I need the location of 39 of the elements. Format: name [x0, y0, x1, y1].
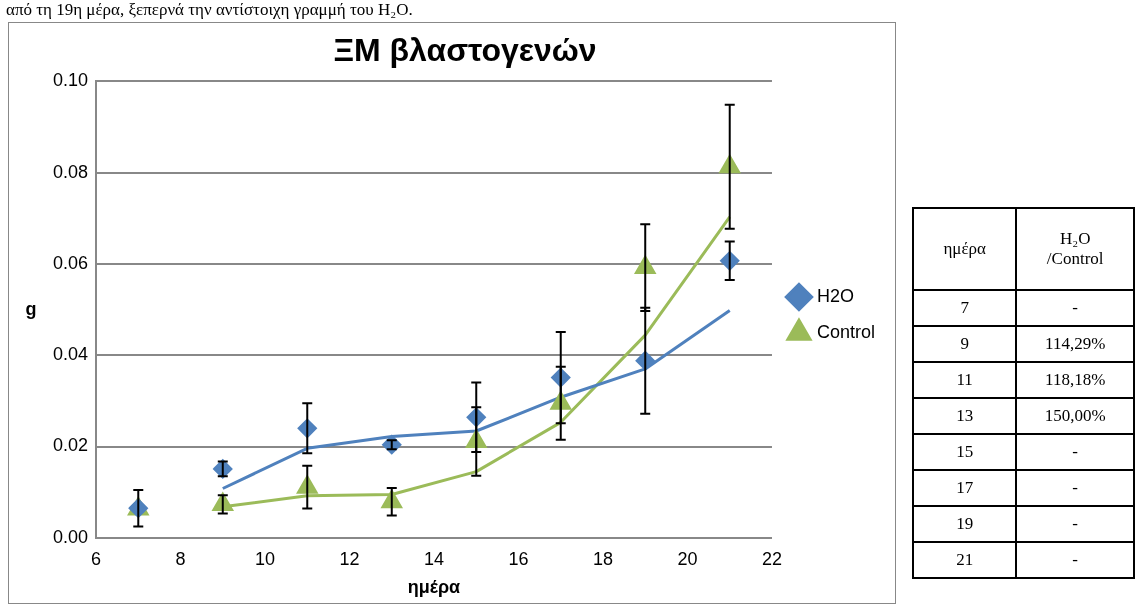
x-tick-label: 10	[255, 548, 276, 569]
y-tick-label: 19	[955, 514, 975, 534]
text: -	[1072, 514, 1079, 533]
y-tick-label: 0.08	[52, 161, 89, 182]
legend-label: H2O	[816, 285, 854, 306]
x-tick-label: 12	[339, 548, 360, 569]
y-tick-label: 0.06	[52, 252, 89, 273]
text: από τη 19η μέρα, ξεπερνά την αντίστοιχη γραμμή του H₂O.	[5, 0, 414, 21]
text: -	[1072, 478, 1079, 497]
x-tick-label: 6	[91, 548, 102, 569]
x-tick-label: 18	[592, 548, 613, 569]
text: 118,18%	[1045, 370, 1106, 389]
x-tick-label: 22	[761, 548, 782, 569]
chart-title: ΞΜ βλαστογενών	[333, 32, 597, 69]
x-tick-label: 8	[175, 548, 186, 569]
x-tick-label: 14	[423, 548, 445, 569]
y-tick-label: 9	[959, 334, 970, 354]
y-tick-label: 21	[955, 550, 975, 570]
x-tick-label: H₂O /Control	[1045, 229, 1105, 269]
y-tick-label: 13	[955, 406, 975, 426]
y-tick-label: 11	[955, 370, 974, 390]
text: -	[1072, 298, 1079, 317]
y-tick-label: 0.10	[52, 70, 89, 91]
legend-label: Control	[816, 321, 876, 342]
y-axis-title: g	[25, 298, 37, 319]
y-tick-label: 17	[955, 478, 975, 498]
text: 150,00%	[1044, 406, 1106, 425]
y-tick-label: 0.02	[52, 435, 89, 456]
y-tick-label: 15	[955, 442, 975, 462]
y-tick-label: 0.00	[52, 526, 89, 547]
y-tick-label: 0.04	[52, 344, 89, 365]
y-axis-title: ημέρα	[942, 239, 987, 259]
x-axis-title: ημέρα	[407, 577, 461, 598]
text: 114,29%	[1045, 334, 1106, 353]
x-tick-label: 16	[508, 548, 529, 569]
text: -	[1072, 550, 1079, 569]
x-tick-label: 20	[677, 548, 698, 569]
text: -	[1072, 442, 1079, 461]
y-tick-label: 7	[959, 298, 970, 318]
